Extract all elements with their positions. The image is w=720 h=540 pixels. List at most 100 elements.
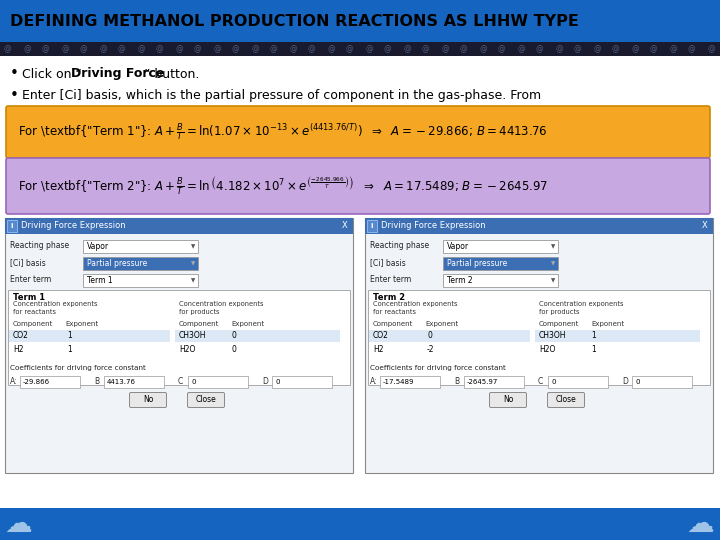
Bar: [83, 257, 198, 270]
Bar: [443, 240, 558, 253]
Text: ▼: ▼: [551, 244, 555, 249]
Bar: [9, 330, 170, 342]
Text: CH3OH: CH3OH: [539, 332, 567, 341]
Text: Enter [Ci] basis, which is the partial pressure of component in the gas-phase. F: Enter [Ci] basis, which is the partial p…: [22, 90, 541, 103]
Text: @: @: [61, 44, 68, 53]
Text: Concentration exponents
for products: Concentration exponents for products: [539, 301, 624, 315]
Text: @: @: [175, 44, 183, 53]
Text: ☁: ☁: [686, 510, 714, 538]
FancyBboxPatch shape: [547, 393, 585, 408]
Bar: [368, 290, 710, 385]
Text: -2645.97: -2645.97: [467, 379, 498, 385]
Text: 1: 1: [591, 345, 595, 354]
Text: -2: -2: [427, 345, 434, 354]
Text: @: @: [308, 44, 315, 53]
FancyBboxPatch shape: [6, 106, 710, 158]
Text: Component: Component: [13, 321, 53, 327]
Text: ☁: ☁: [4, 510, 32, 538]
Bar: [83, 274, 198, 287]
Bar: [548, 376, 608, 388]
Text: 0: 0: [231, 345, 236, 354]
Bar: [369, 330, 530, 342]
Text: i: i: [371, 223, 373, 229]
Text: H2O: H2O: [539, 345, 555, 354]
Text: @: @: [365, 44, 373, 53]
Text: @: @: [612, 44, 620, 53]
Text: @: @: [327, 44, 335, 53]
Text: No: No: [143, 395, 153, 404]
Text: Component: Component: [179, 321, 220, 327]
Text: C: C: [538, 377, 544, 387]
Text: [Ci] basis: [Ci] basis: [370, 259, 406, 267]
Bar: [0, 56, 720, 511]
Text: -29.866: -29.866: [23, 379, 50, 385]
Bar: [0, 42, 720, 56]
Text: @: @: [707, 44, 715, 53]
Text: Exponent: Exponent: [591, 321, 624, 327]
Text: Partial pressure: Partial pressure: [447, 259, 508, 268]
Text: @: @: [669, 44, 677, 53]
Text: DEFINING METHANOL PRODUCTION REACTIONS AS LHHW TYPE: DEFINING METHANOL PRODUCTION REACTIONS A…: [10, 14, 579, 29]
Text: @: @: [688, 44, 696, 53]
Text: Component: Component: [373, 321, 413, 327]
Text: @: @: [99, 44, 107, 53]
Text: 0: 0: [191, 379, 196, 385]
Text: A:: A:: [10, 377, 17, 387]
Text: @: @: [289, 44, 297, 53]
Text: A:: A:: [370, 377, 377, 387]
Text: H2O: H2O: [179, 345, 195, 354]
Text: CH3OH: CH3OH: [179, 332, 207, 341]
Bar: [83, 240, 198, 253]
Text: Term 2: Term 2: [373, 293, 405, 301]
Text: Component: Component: [539, 321, 580, 327]
Text: 0: 0: [635, 379, 639, 385]
Text: Vapor: Vapor: [87, 242, 109, 251]
Text: Coefficients for driving force constant: Coefficients for driving force constant: [370, 365, 506, 371]
Text: Enter term: Enter term: [10, 275, 51, 285]
Bar: [380, 376, 440, 388]
Text: @: @: [593, 44, 600, 53]
Text: ▼: ▼: [191, 244, 195, 249]
Text: -17.5489: -17.5489: [383, 379, 415, 385]
Text: 0: 0: [427, 332, 432, 341]
Text: 1: 1: [67, 345, 72, 354]
Text: Concentration exponents
for reactants: Concentration exponents for reactants: [373, 301, 457, 315]
Text: Vapor: Vapor: [447, 242, 469, 251]
Text: B: B: [94, 377, 99, 387]
Text: Concentration exponents
for reactants: Concentration exponents for reactants: [13, 301, 97, 315]
Text: @: @: [137, 44, 145, 53]
FancyBboxPatch shape: [6, 158, 710, 214]
Bar: [175, 330, 340, 342]
Bar: [272, 376, 332, 388]
Text: No: No: [503, 395, 513, 404]
Text: i: i: [11, 223, 13, 229]
Text: 0: 0: [231, 332, 236, 341]
Bar: [369, 343, 530, 355]
Text: @: @: [118, 44, 125, 53]
Text: CO2: CO2: [13, 332, 29, 341]
Text: Term 1: Term 1: [13, 293, 45, 301]
Bar: [632, 376, 692, 388]
Bar: [0, 508, 720, 540]
Text: •: •: [10, 89, 19, 104]
Bar: [367, 220, 377, 232]
Bar: [7, 220, 17, 232]
Text: @: @: [536, 44, 544, 53]
Text: @: @: [42, 44, 50, 53]
Text: @: @: [650, 44, 657, 53]
Text: ▼: ▼: [551, 278, 555, 283]
Text: Exponent: Exponent: [65, 321, 98, 327]
Bar: [5, 218, 353, 473]
Bar: [8, 290, 350, 385]
Bar: [0, 0, 720, 42]
Text: @: @: [4, 44, 12, 53]
Bar: [365, 218, 713, 473]
Text: For \textbf{"Term 2"}: $A + \frac{B}{T} = \ln\left(4.182 \times 10^{7} \times e^: For \textbf{"Term 2"}: $A + \frac{B}{T} …: [18, 175, 549, 197]
Text: For \textbf{"Term 1"}: $A + \frac{B}{T} = \ln(1.07 \times 10^{-13} \times e^{(44: For \textbf{"Term 1"}: $A + \frac{B}{T} …: [18, 121, 547, 143]
Text: Enter term: Enter term: [370, 275, 411, 285]
Text: 0: 0: [551, 379, 556, 385]
Text: @: @: [441, 44, 449, 53]
Text: Term 2: Term 2: [447, 276, 472, 285]
Text: @: @: [346, 44, 354, 53]
FancyBboxPatch shape: [490, 393, 526, 408]
